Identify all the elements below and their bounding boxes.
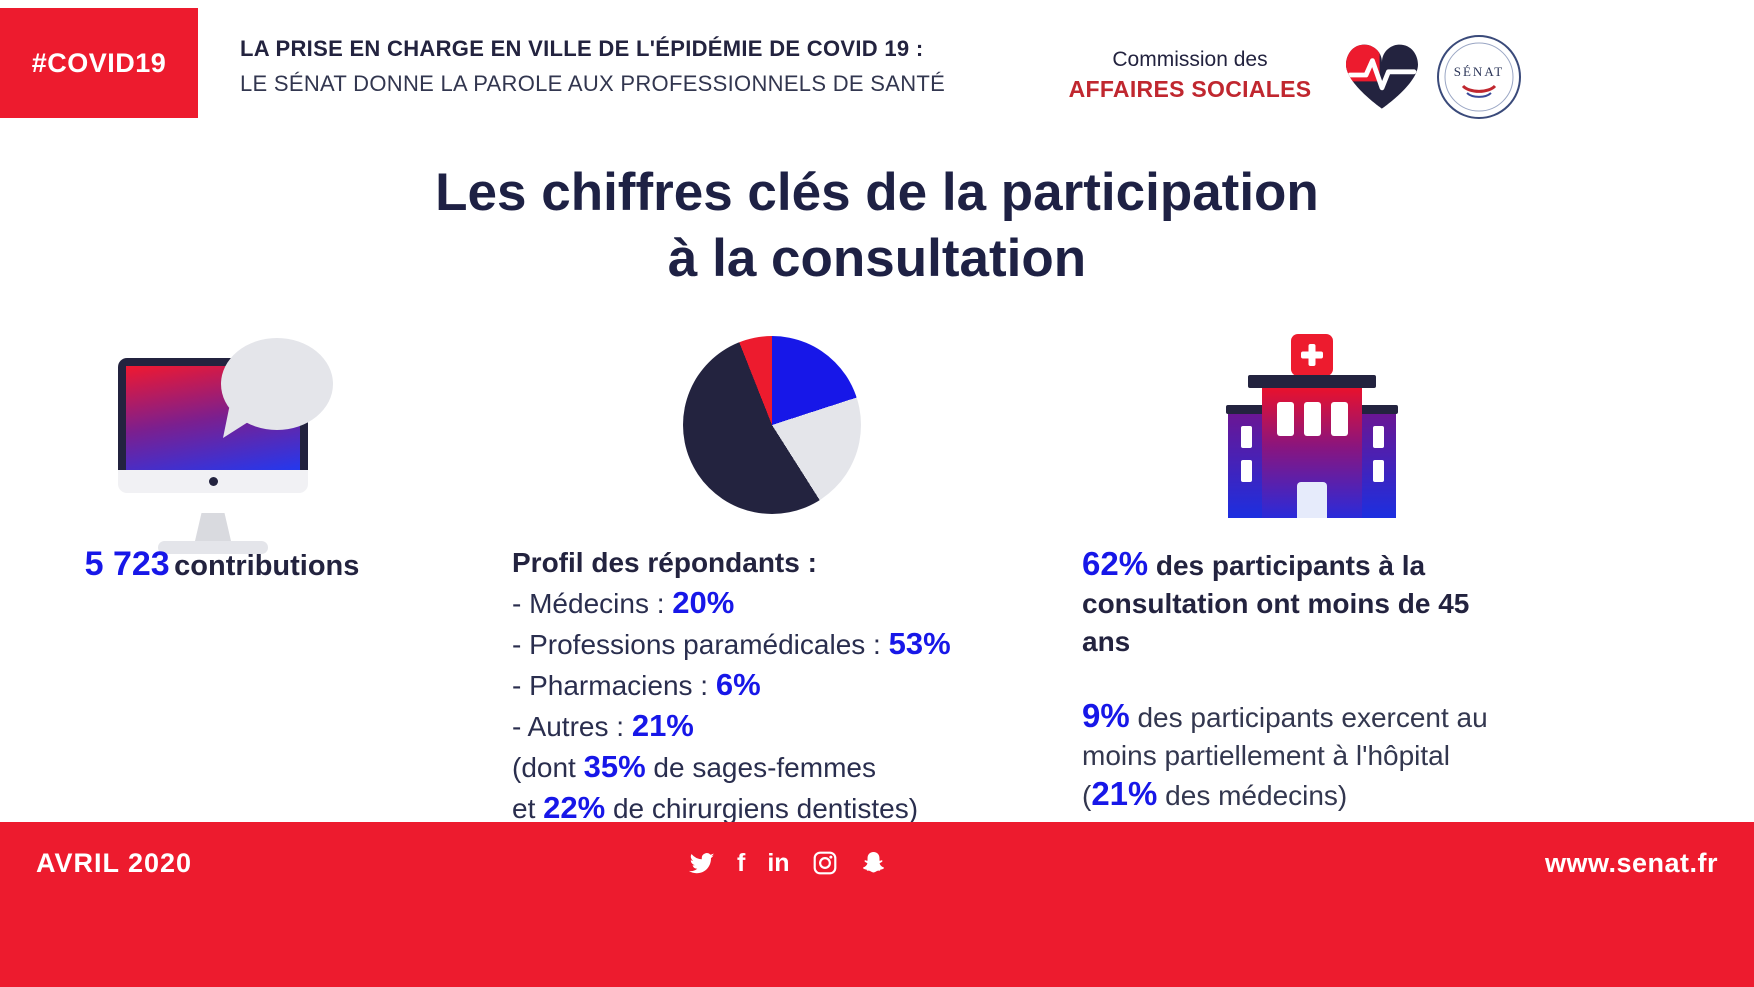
paren-text: des médecins): [1157, 780, 1348, 811]
contributions-value: 5 723: [84, 545, 170, 583]
hospital-left-wing: [1226, 405, 1266, 518]
senat-logo-svg: SÉNAT: [1437, 35, 1521, 119]
profile-item-value: 6%: [715, 667, 761, 702]
covid-hashtag-badge: #COVID19: [0, 8, 198, 118]
profile-item-label: - Autres :: [512, 711, 632, 742]
profile-item-value: 21%: [631, 708, 694, 743]
hospital-roof: [1248, 375, 1376, 388]
age-stat: 62% des participants à la consultation o…: [1082, 545, 1492, 661]
note-value: 22%: [543, 790, 606, 825]
footer: AVRIL 2020 f in: [0, 822, 1754, 987]
computer-speech-bubble-icon: [118, 338, 333, 554]
profile-note-line2: et 22% de chirurgiens dentistes): [512, 788, 952, 829]
linkedin-glyph: in: [767, 849, 790, 877]
hospital-window: [1372, 460, 1384, 482]
note-text: (dont: [512, 752, 584, 783]
paren-text: (: [1082, 780, 1092, 811]
hospital-window: [1276, 402, 1294, 436]
header-title-line2: LE SÉNAT DONNE LA PAROLE AUX PROFESSIONN…: [240, 71, 946, 96]
twitter-icon[interactable]: [688, 850, 715, 877]
profile-item: - Pharmaciens : 6%: [512, 665, 952, 706]
social-icons: f in: [688, 846, 887, 880]
page-title-line1: Les chiffres clés de la participation: [435, 163, 1319, 222]
hospital-stat: 9% des participants exercent au moins pa…: [1082, 697, 1492, 775]
heart-ekg-icon: [1342, 38, 1422, 112]
pie-chart: [683, 336, 861, 514]
participation-stats: 62% des participants à la consultation o…: [1082, 545, 1492, 815]
profile-item-value: 53%: [888, 626, 951, 661]
hospital-door: [1297, 482, 1327, 518]
hospital-stat-text: des participants exercent au moins parti…: [1082, 702, 1488, 771]
profile-item: - Autres : 21%: [512, 706, 952, 747]
contributions-label: contributions: [174, 550, 360, 582]
paren-value: 21%: [1091, 775, 1158, 812]
note-text: de sages-femmes: [645, 752, 876, 783]
monitor-camera-dot: [208, 477, 218, 486]
hospital-cross-icon: [1291, 334, 1333, 376]
covid-hashtag: #COVID19: [31, 47, 167, 78]
profile-item: - Professions paramédicales : 53%: [512, 624, 952, 665]
monitor-stand-neck: [195, 513, 231, 541]
age-stat-text: des participants à la consultation ont m…: [1082, 550, 1470, 657]
hospital-right-wing: [1358, 405, 1398, 518]
profile-note-line1: (dont 35% de sages-femmes: [512, 747, 952, 788]
respondents-profile: Profil des répondants : - Médecins : 20%…: [512, 543, 952, 829]
contributions-caption: 5 723 contributions: [37, 545, 407, 584]
hospital-stat-value: 9%: [1082, 697, 1130, 734]
snapchat-icon[interactable]: [860, 850, 887, 877]
footer-website-link[interactable]: www.senat.fr: [1544, 848, 1718, 878]
header: #COVID19 LA PRISE EN CHARGE EN VILLE DE …: [0, 0, 1754, 132]
note-value: 35%: [583, 749, 646, 784]
hospital-tower: [1262, 388, 1362, 518]
header-titles: LA PRISE EN CHARGE EN VILLE DE L'ÉPIDÉMI…: [240, 36, 945, 97]
hospital-window: [1303, 402, 1321, 436]
commission-block: Commission des AFFAIRES SOCIALES: [1050, 48, 1330, 103]
senat-logo-text: SÉNAT: [1454, 64, 1504, 79]
footer-date: AVRIL 2020: [36, 848, 193, 878]
hospital-window: [1240, 460, 1252, 482]
hospital-icon: [1226, 334, 1398, 518]
hospital-window: [1240, 426, 1252, 448]
commission-label: Commission des: [1112, 48, 1268, 71]
linkedin-icon[interactable]: in: [767, 850, 789, 876]
page-title-line2: à la consultation: [667, 229, 1087, 288]
facebook-icon[interactable]: f: [737, 850, 745, 876]
senat-logo: SÉNAT: [1436, 34, 1522, 120]
hospital-stat-parenthetical: (21% des médecins): [1082, 775, 1492, 815]
profile-item-label: - Professions paramédicales :: [512, 629, 889, 660]
profile-item-label: - Médecins :: [512, 588, 673, 619]
heart-ekg-svg: [1346, 44, 1418, 109]
profile-item: - Médecins : 20%: [512, 583, 952, 624]
note-text: et: [512, 793, 544, 824]
page-title: Les chiffres clés de la participation à …: [0, 160, 1754, 292]
facebook-glyph: f: [737, 849, 746, 877]
profile-item-value: 20%: [672, 585, 735, 620]
hospital-tower-windows: [1262, 388, 1362, 436]
profile-item-label: - Pharmaciens :: [512, 670, 716, 701]
hospital-window: [1372, 426, 1384, 448]
header-title-line1: LA PRISE EN CHARGE EN VILLE DE L'ÉPIDÉMI…: [240, 36, 924, 61]
note-text: de chirurgiens dentistes): [605, 793, 919, 824]
speech-bubble-icon: [221, 338, 333, 430]
commission-name: AFFAIRES SOCIALES: [1068, 76, 1312, 102]
monitor-stand-base: [158, 541, 268, 554]
instagram-icon[interactable]: [812, 850, 838, 876]
profile-heading: Profil des répondants :: [512, 547, 817, 578]
age-stat-value: 62%: [1082, 545, 1149, 582]
monitor-chin: [118, 470, 308, 493]
hospital-window: [1330, 402, 1348, 436]
